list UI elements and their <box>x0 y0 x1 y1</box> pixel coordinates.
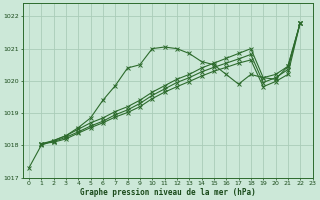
X-axis label: Graphe pression niveau de la mer (hPa): Graphe pression niveau de la mer (hPa) <box>80 188 255 197</box>
